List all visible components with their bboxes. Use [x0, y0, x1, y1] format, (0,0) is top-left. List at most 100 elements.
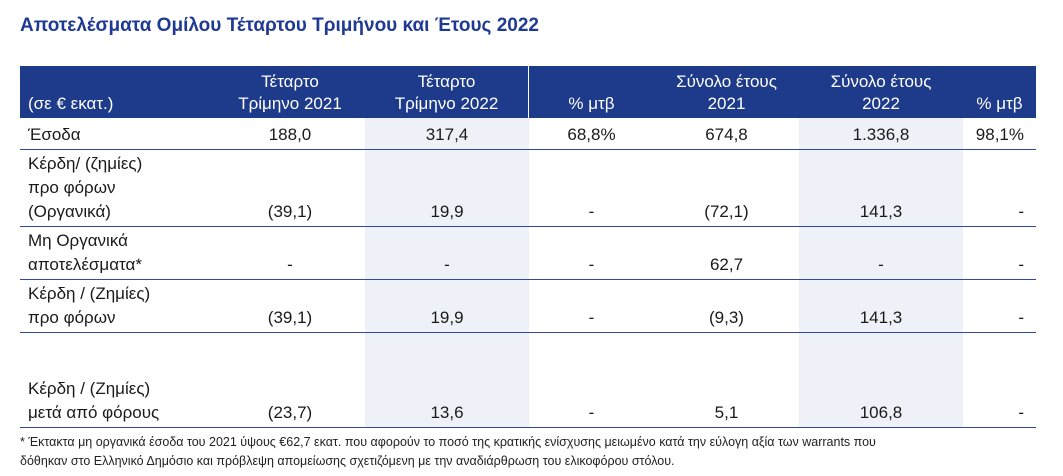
row-label: Μη Οργανικά αποτελέσματα* — [20, 229, 215, 277]
row-label-line: Κέρδη / (Ζημίες) — [28, 284, 151, 303]
header-fy-2022-line2: 2022 — [862, 94, 900, 113]
cell-q4-2021: 188,0 — [215, 123, 365, 147]
cell-fy-change: 98,1% — [963, 123, 1036, 147]
cell-fy-2022: 1.336,8 — [799, 123, 963, 147]
cell-value: (39,1) — [267, 202, 313, 221]
cell-value: 62,7 — [709, 255, 744, 274]
cell-value: - — [1018, 308, 1024, 327]
cell-value: 106,8 — [859, 403, 903, 422]
table-row: Κέρδη / (Ζημίες) μετά από φόρους (23,7) 13,… — [20, 333, 1036, 428]
cell-q4-2021: (23,7) — [215, 353, 365, 425]
cell-value: (72,1) — [704, 202, 749, 221]
highlight-column-fy-2022 — [799, 118, 963, 428]
cell-value: - — [444, 255, 450, 274]
cell-value: - — [588, 403, 595, 422]
header-fy-2021: Σύνολο έτους 2021 — [654, 66, 799, 118]
row-label: Κέρδη/ (ζημίες) προ φόρων (Οργανικά) — [20, 152, 215, 224]
cell-q4-2022: 19,9 — [365, 152, 529, 224]
row-label-line: Κέρδη / (Ζημίες) — [28, 379, 151, 398]
cell-q-change: - — [529, 229, 654, 277]
header-unit-label: (σε € εκατ.) — [28, 94, 114, 113]
row-label-line: Έσοδα — [28, 125, 81, 144]
row-label-line: Κέρδη/ (ζημίες) — [28, 154, 143, 173]
header-q4-2022: Τέταρτο Τρίμηνο 2022 — [365, 66, 529, 118]
cell-q4-2021: - — [215, 229, 365, 277]
table-row: Κέρδη/ (ζημίες) προ φόρων (Οργανικά) (39,1)… — [20, 150, 1036, 227]
cell-fy-change: - — [963, 353, 1036, 425]
cell-value: - — [588, 255, 595, 274]
header-q-change-label: % μτβ — [568, 94, 615, 113]
header-q4-2022-line2: Τρίμηνο 2022 — [394, 94, 499, 113]
row-label: Έσοδα — [20, 123, 215, 147]
header-q4-2022-line1: Τέταρτο — [417, 72, 476, 91]
header-unit: (σε € εκατ.) — [20, 66, 215, 118]
header-fy-2022-line1: Σύνολο έτους — [830, 72, 932, 91]
cell-q-change: - — [529, 152, 654, 224]
row-label-line: προ φόρων — [28, 308, 116, 327]
cell-q4-2022: 13,6 — [365, 353, 529, 425]
cell-value: 141,3 — [859, 202, 903, 221]
row-label-line: αποτελέσματα* — [28, 255, 142, 274]
cell-fy-2022: - — [799, 229, 963, 277]
cell-value: - — [287, 255, 293, 274]
row-label-line — [28, 353, 159, 377]
cell-value: 68,8% — [567, 125, 616, 144]
cell-q-change: - — [529, 282, 654, 330]
header-fy-2021-line1: Σύνολο έτους — [676, 72, 777, 91]
header-fy-change: % μτβ — [963, 66, 1036, 118]
table-row: Έσοδα 188,0 317,4 68,8% 674,8 1.336,8 98,1% — [20, 118, 1036, 150]
cell-fy-2022: 106,8 — [799, 353, 963, 425]
cell-value: - — [588, 308, 595, 327]
footnote-line-1: * Έκτακτα μη οργανικά έσοδα του 2021 ύψο… — [20, 435, 876, 449]
cell-fy-2022: 141,3 — [799, 152, 963, 224]
cell-value: 1.336,8 — [852, 125, 910, 144]
cell-value: - — [1018, 255, 1024, 274]
cell-value: - — [588, 202, 595, 221]
cell-fy-2021: 674,8 — [654, 123, 799, 147]
row-label-line: μετά από φόρους — [28, 403, 160, 422]
cell-q4-2022: 317,4 — [365, 123, 529, 147]
header-fy-2021-line2: 2021 — [707, 94, 746, 113]
row-label-line: Μη Οργανικά — [28, 231, 128, 250]
cell-q4-2022: - — [365, 229, 529, 277]
cell-value: - — [878, 255, 884, 274]
cell-q-change: - — [529, 353, 654, 425]
header-q4-2021-line2: Τρίμηνο 2021 — [238, 94, 342, 113]
table-body: Έσοδα 188,0 317,4 68,8% 674,8 1.336,8 98,1% Κέρ… — [20, 118, 1036, 428]
footnote: * Έκτακτα μη οργανικά έσοδα του 2021 ύψο… — [20, 433, 1040, 471]
header-q4-2021: Τέταρτο Τρίμηνο 2021 — [215, 66, 365, 118]
cell-fy-2021: 5,1 — [654, 353, 799, 425]
cell-value: - — [1018, 202, 1024, 221]
highlight-column-q4-2022 — [365, 118, 529, 428]
cell-q-change: 68,8% — [529, 123, 654, 147]
cell-value: 19,9 — [430, 202, 464, 221]
cell-value: 188,0 — [268, 125, 312, 144]
page-title: Αποτελέσματα Ομίλου Τέταρτου Τριμήνου κα… — [20, 15, 539, 36]
cell-fy-change: - — [963, 282, 1036, 330]
header-q4-2021-line1: Τέταρτο — [261, 72, 319, 91]
cell-value: 19,9 — [430, 308, 464, 327]
cell-value: (23,7) — [267, 403, 313, 422]
cell-value: - — [1018, 403, 1024, 422]
table-row: Κέρδη / (Ζημίες) προ φόρων (39,1) 19,9 - (9,3… — [20, 280, 1036, 333]
cell-fy-2021: (9,3) — [654, 282, 799, 330]
cell-q4-2021: (39,1) — [215, 282, 365, 330]
cell-fy-2022: 141,3 — [799, 282, 963, 330]
table-row: Μη Οργανικά αποτελέσματα* - - - 62,7 - - — [20, 227, 1036, 280]
cell-value: 317,4 — [425, 125, 469, 144]
results-table: (σε € εκατ.) Τέταρτο Τρίμηνο 2021 Τέταρτο… — [20, 66, 1036, 428]
cell-q4-2022: 19,9 — [365, 282, 529, 330]
header-q-change: % μτβ — [529, 66, 654, 118]
row-label-line: προ φόρων — [28, 178, 116, 197]
cell-value: 98,1% — [975, 125, 1024, 144]
cell-value: 13,6 — [430, 403, 464, 422]
cell-fy-2021: 62,7 — [654, 229, 799, 277]
row-label-line: (Οργανικά) — [28, 202, 111, 221]
cell-fy-change: - — [963, 229, 1036, 277]
cell-value: 141,3 — [859, 308, 903, 327]
row-label: Κέρδη / (Ζημίες) μετά από φόρους — [20, 353, 215, 425]
cell-value: 674,8 — [705, 125, 748, 144]
cell-fy-2021: (72,1) — [654, 152, 799, 224]
cell-value: (9,3) — [709, 308, 744, 327]
footnote-line-2: δόθηκαν στο Ελληνικό Δημόσιο και πρόβλεψ… — [20, 454, 675, 468]
